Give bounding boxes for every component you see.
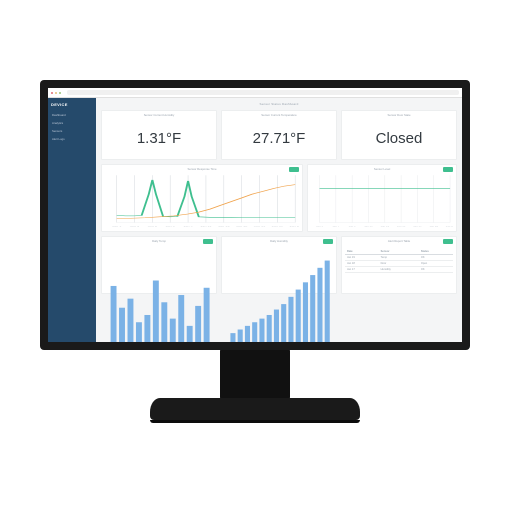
line-chart-response: Jan 1 Jan 3 Jan 5 Jan 7 Jan 9 Jan 11 Jan 13 Jan… [105, 173, 299, 228]
kpi-row: Sensor Current Humidity 1.31°F Sensor Cu… [101, 110, 457, 160]
kpi-card-humidity: Sensor Current Humidity 1.31°F [101, 110, 217, 160]
kpi-value-door: Closed [376, 130, 423, 147]
monitor-bezel: DEVICE Dashboard Analytics Sensors Alert… [40, 80, 470, 350]
svg-text:Jan 7: Jan 7 [349, 226, 357, 227]
svg-text:Jan 7: Jan 7 [165, 226, 175, 228]
svg-text:Jan 25: Jan 25 [446, 226, 453, 227]
line-chart-row: Sensor Response Time Jan 1Jan 3Jan 5Jan … [101, 164, 457, 232]
sidebar-item-sensors[interactable]: Sensors [51, 127, 93, 135]
svg-text:Jan 5: Jan 5 [148, 226, 158, 228]
legend-chip[interactable] [443, 167, 453, 172]
bar-chart-b: Jan 1Jan 3Jan 5Jan 7Jan 9Jan 11Jan 13 [225, 245, 333, 342]
svg-text:Jan 19: Jan 19 [272, 226, 284, 228]
svg-text:Jan 22: Jan 22 [430, 226, 440, 227]
svg-text:Jan 13: Jan 13 [381, 226, 391, 227]
brand-logo: DEVICE [51, 102, 93, 107]
sidebar-item-alerts[interactable]: Alert Logs [51, 135, 93, 143]
svg-text:Jan 13: Jan 13 [218, 226, 230, 228]
alert-table: DateSensorStatusJan 19TempOKJan 18DoorOp… [342, 243, 456, 293]
table-cell: Humidity [379, 267, 419, 273]
svg-text:Jan 15: Jan 15 [236, 226, 248, 228]
legend-chip[interactable] [289, 167, 299, 172]
screen: DEVICE Dashboard Analytics Sensors Alert… [48, 88, 462, 342]
svg-text:Jan 19: Jan 19 [413, 226, 423, 227]
svg-text:Jan 1: Jan 1 [112, 226, 122, 228]
address-bar[interactable] [67, 90, 459, 95]
svg-text:Jan 21: Jan 21 [289, 226, 299, 228]
legend-chip[interactable] [203, 239, 213, 244]
svg-text:Jan 3: Jan 3 [130, 226, 140, 228]
bar-chart-a-card: Daily Temp Jan 1Jan 3Jan 5Jan 7Jan 9Jan … [101, 236, 217, 294]
sidebar-item-analytics[interactable]: Analytics [51, 119, 93, 127]
svg-text:Jan 17: Jan 17 [254, 226, 266, 228]
legend-chip[interactable] [443, 239, 453, 244]
browser-chrome [48, 88, 462, 98]
svg-text:Jan 9: Jan 9 [183, 226, 193, 228]
svg-text:Jan 1: Jan 1 [316, 226, 324, 227]
table-cell: OK [419, 267, 453, 273]
alert-table-card: Alert Report Table DateSensorStatusJan 1… [341, 236, 457, 294]
bottom-row: Daily Temp Jan 1Jan 3Jan 5Jan 7Jan 9Jan … [101, 236, 457, 294]
line-chart-level-card: Sensor Level Jan 1Jan 4Jan 7Jan 10Jan 13… [307, 164, 457, 232]
content-area: Sensor Status Dashboard Sensor Current H… [96, 98, 462, 342]
table-cell: Jan 17 [345, 267, 379, 273]
bar-chart-b-card: Daily Humidity Jan 1Jan 3Jan 5Jan 7Jan 9… [221, 236, 337, 294]
bar-chart-a: Jan 1Jan 3Jan 5Jan 7Jan 9Jan 11 [105, 245, 213, 342]
table-row[interactable]: Jan 17HumidityOK [345, 267, 453, 273]
svg-text:Jan 10: Jan 10 [364, 226, 374, 227]
win-close-icon[interactable] [51, 92, 53, 94]
kpi-card-temperature: Sensor Current Temperature 27.71°F [221, 110, 337, 160]
sidebar: DEVICE Dashboard Analytics Sensors Alert… [48, 98, 96, 342]
win-min-icon[interactable] [55, 92, 57, 94]
line-chart-response-card: Sensor Response Time Jan 1Jan 3Jan 5Jan … [101, 164, 303, 232]
win-max-icon[interactable] [59, 92, 61, 94]
kpi-card-door: Sensor Door State Closed [341, 110, 457, 160]
svg-text:Jan 4: Jan 4 [332, 226, 340, 227]
monitor-neck [220, 348, 290, 403]
svg-text:Jan 11: Jan 11 [200, 226, 212, 228]
svg-text:Jan 16: Jan 16 [397, 226, 407, 227]
monitor-base [150, 398, 360, 420]
page-title: Sensor Status Dashboard [101, 102, 457, 106]
kpi-value-humidity: 1.31°F [137, 130, 181, 147]
legend-chip[interactable] [323, 239, 333, 244]
line-chart-level: Jan 1 Jan 4 Jan 7 Jan 10 Jan 13 Jan 16 Jan 19 J… [311, 173, 453, 228]
kpi-value-temperature: 27.71°F [253, 130, 306, 147]
sidebar-item-dashboard[interactable]: Dashboard [51, 111, 93, 119]
